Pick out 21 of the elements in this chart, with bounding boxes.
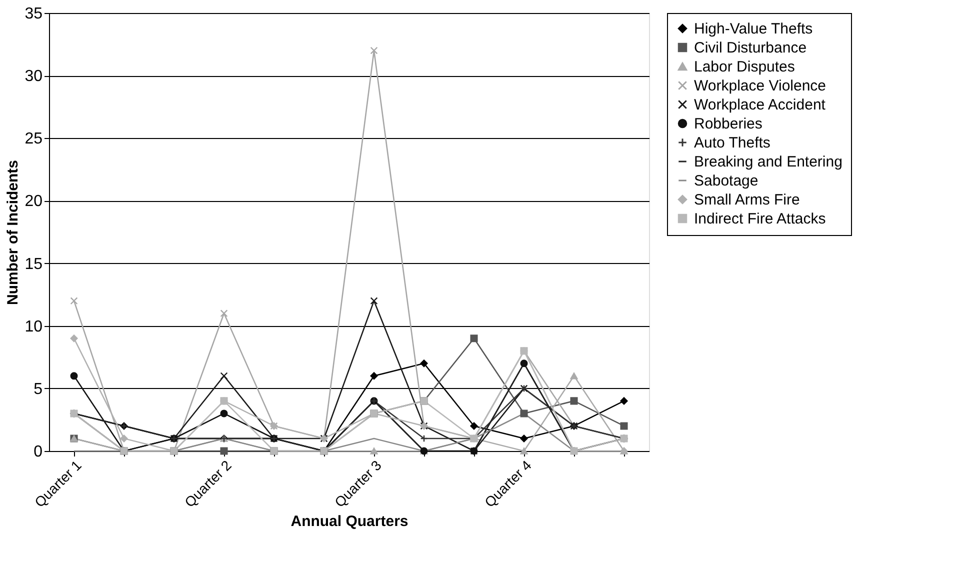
y-tick-label: 10 xyxy=(24,318,43,336)
legend-label: Auto Thefts xyxy=(694,134,770,152)
legend-label: Breaking and Entering xyxy=(694,154,842,170)
legend-label: Civil Disturbance xyxy=(694,40,807,56)
y-tick-label: 5 xyxy=(34,380,43,398)
y-tick-label: 0 xyxy=(34,444,43,460)
y-tick-label: 35 xyxy=(24,6,43,22)
y-tick-label: 15 xyxy=(24,256,43,273)
legend-label: Small Arms Fire xyxy=(694,192,800,208)
legend-label: Robberies xyxy=(694,116,762,132)
y-axis-title: Number of Incidents xyxy=(4,160,22,306)
y-tick-label: 20 xyxy=(24,193,43,210)
legend-label: Sabotage xyxy=(694,172,758,190)
y-tick-label: 30 xyxy=(24,68,43,86)
legend-label: Workplace Accident xyxy=(694,96,826,114)
legend-label: High-Value Thefts xyxy=(694,20,813,38)
x-axis-title: Annual Quarters xyxy=(290,513,408,530)
legend-label: Labor Disputes xyxy=(694,58,795,76)
y-tick-label: 25 xyxy=(24,130,43,148)
legend-label: Indirect Fire Attacks xyxy=(694,210,826,228)
legend-label: Workplace Violence xyxy=(694,78,826,94)
